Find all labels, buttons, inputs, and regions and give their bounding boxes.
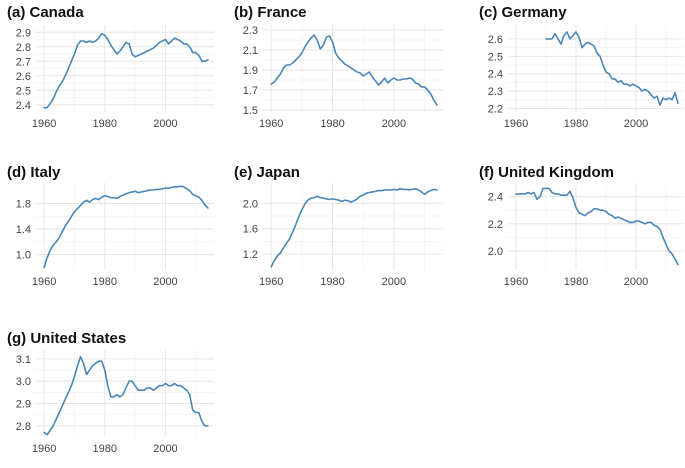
panel-3: (c) Germany 1960 1980 2000 2.2 2.3 2.4 2.5 2.6 — [479, 4, 684, 130]
x-tick-label: 2000 — [153, 118, 177, 130]
panel-title: (e) Japan — [234, 164, 300, 181]
x-tick-label: 2000 — [382, 276, 406, 288]
x-tick-label: 1980 — [320, 276, 344, 288]
series-line — [515, 187, 679, 266]
y-tick-label: 1.9 — [243, 65, 258, 77]
y-tick-label: 2.1 — [243, 45, 258, 57]
x-tick-label: 1960 — [259, 118, 283, 130]
x-tick-label: 2000 — [153, 276, 177, 288]
x-tick-label: 2000 — [153, 443, 177, 455]
y-tick-label: 2.9 — [16, 399, 31, 411]
y-tick-label: 3.1 — [16, 354, 31, 366]
y-tick-label: 2.4 — [16, 100, 31, 112]
panel-1: (a) Canada 1960 1980 2000 2.4 2.5 2.6 2.7 2.8 2.9 — [7, 4, 214, 130]
panel-title: (d) Italy — [7, 164, 61, 181]
x-tick-label: 1960 — [504, 118, 528, 130]
panel-5: (e) Japan 1960 1980 2000 1.2 1.6 2.0 — [234, 164, 443, 288]
y-tick-label: 1.6 — [243, 224, 258, 236]
y-tick-label: 2.3 — [488, 86, 503, 98]
x-tick-label: 1980 — [320, 118, 344, 130]
y-tick-label: 2.0 — [488, 246, 503, 258]
panel-2: (b) France 1960 1980 2000 1.5 1.7 1.9 2.1 2.3 — [234, 4, 443, 130]
panel-6: (f) United Kingdom 1960 1980 2000 2.0 2.2 2.4 — [479, 164, 684, 288]
x-tick-label: 1980 — [93, 118, 117, 130]
y-tick-label: 1.2 — [243, 249, 258, 261]
y-tick-label: 2.8 — [16, 421, 31, 433]
y-tick-label: 1.7 — [243, 85, 258, 97]
x-tick-label: 2000 — [624, 118, 648, 130]
x-tick-label: 2000 — [624, 276, 648, 288]
y-tick-label: 2.7 — [16, 56, 31, 68]
series-line — [43, 32, 209, 109]
panel-title: (f) United Kingdom — [479, 164, 614, 181]
y-tick-label: 2.3 — [243, 25, 258, 37]
x-tick-label: 1980 — [564, 118, 588, 130]
y-tick-label: 1.5 — [243, 105, 258, 117]
y-tick-label: 2.9 — [16, 27, 31, 39]
y-tick-label: 1.4 — [16, 224, 31, 236]
series-line — [43, 185, 209, 269]
y-tick-label: 2.5 — [16, 85, 31, 97]
x-tick-label: 1980 — [93, 443, 117, 455]
x-tick-label: 1960 — [32, 443, 56, 455]
y-tick-label: 3.0 — [16, 376, 31, 388]
y-tick-label: 2.4 — [488, 69, 503, 81]
x-tick-label: 1960 — [32, 276, 56, 288]
x-tick-label: 1960 — [504, 276, 528, 288]
series-line — [270, 187, 438, 268]
y-tick-label: 2.5 — [488, 51, 503, 63]
series-line — [270, 34, 438, 106]
y-tick-label: 2.8 — [16, 42, 31, 54]
panel-title: (b) France — [234, 4, 307, 21]
x-tick-label: 1980 — [564, 276, 588, 288]
y-tick-label: 2.0 — [243, 198, 258, 210]
y-tick-label: 1.0 — [16, 250, 31, 262]
y-tick-label: 2.6 — [16, 71, 31, 83]
panel-4: (d) Italy 1960 1980 2000 1.0 1.4 1.8 — [7, 164, 214, 288]
y-tick-label: 1.8 — [16, 198, 31, 210]
x-tick-label: 2000 — [382, 118, 406, 130]
y-tick-label: 2.2 — [488, 104, 503, 116]
x-tick-label: 1960 — [32, 118, 56, 130]
x-tick-label: 1960 — [259, 276, 283, 288]
panel-title: (c) Germany — [479, 4, 567, 21]
series-line — [43, 355, 209, 436]
x-tick-label: 1980 — [93, 276, 117, 288]
panel-7: (g) United States 1960 1980 2000 2.8 2.9 3.0 3.… — [7, 330, 214, 455]
y-tick-label: 2.4 — [488, 192, 503, 204]
panel-title: (g) United States — [7, 330, 126, 347]
series-line — [545, 31, 679, 106]
panel-title: (a) Canada — [7, 4, 84, 21]
y-tick-label: 2.6 — [488, 34, 503, 46]
y-tick-label: 2.2 — [488, 219, 503, 231]
